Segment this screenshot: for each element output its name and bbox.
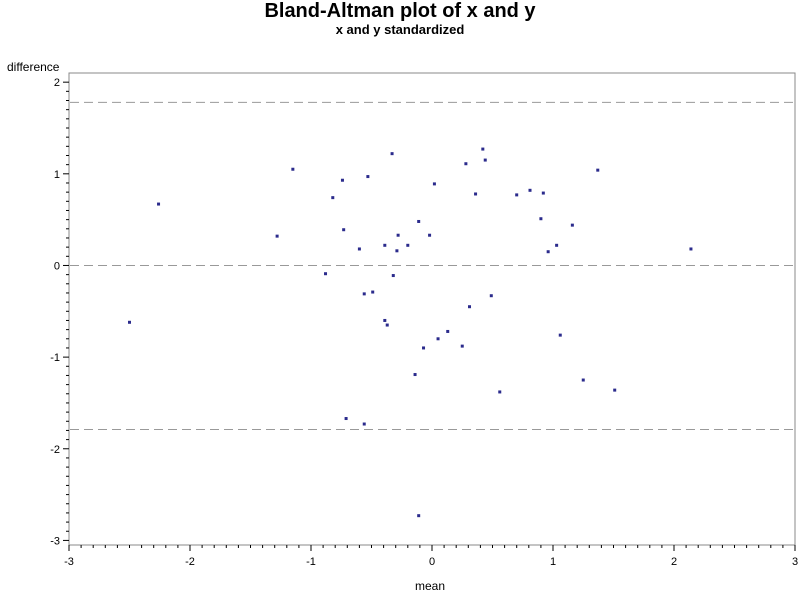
- reference-lines: [70, 101, 794, 431]
- data-point: [385, 323, 389, 327]
- x-tick-label: -3: [64, 556, 74, 568]
- data-point: [417, 219, 421, 223]
- data-point: [558, 333, 562, 337]
- plot-frame: [68, 72, 796, 546]
- data-point: [391, 274, 395, 278]
- data-point: [613, 388, 617, 392]
- data-point: [581, 378, 585, 382]
- x-axis-label: mean: [414, 579, 446, 593]
- data-point: [331, 196, 335, 200]
- data-point: [689, 247, 693, 251]
- data-point: [413, 373, 417, 377]
- data-point: [324, 272, 328, 276]
- data-point: [395, 249, 399, 253]
- data-point: [390, 152, 394, 156]
- data-point: [468, 305, 472, 309]
- data-point: [570, 223, 574, 227]
- data-point: [596, 168, 600, 172]
- data-point: [428, 233, 432, 237]
- x-tick-label: 1: [550, 556, 556, 568]
- data-point: [383, 243, 387, 247]
- data-point: [417, 514, 421, 518]
- data-point: [528, 188, 532, 192]
- y-tick-label: 2: [54, 77, 60, 89]
- data-point: [436, 337, 440, 341]
- data-point: [446, 329, 450, 333]
- data-point: [432, 182, 436, 186]
- x-axis: -3 -2 -1 0 1 2 3: [64, 545, 798, 568]
- data-point: [539, 217, 543, 221]
- data-point: [422, 346, 426, 350]
- data-point: [546, 250, 550, 254]
- data-point: [396, 233, 400, 237]
- data-point: [498, 390, 502, 394]
- data-point: [291, 167, 295, 171]
- x-tick-label: 3: [792, 556, 798, 568]
- data-point: [541, 191, 545, 195]
- chart-title: Bland-Altman plot of x and y: [264, 0, 536, 22]
- data-point: [474, 192, 478, 196]
- data-point: [489, 294, 493, 298]
- data-point: [344, 417, 348, 421]
- data-point: [383, 318, 387, 322]
- data-point: [128, 320, 131, 324]
- x-tick-label: -1: [306, 556, 316, 568]
- y-tick-label: 1: [54, 169, 60, 181]
- y-tick-label: -3: [50, 535, 60, 547]
- x-tick-label: -2: [185, 556, 195, 568]
- data-point: [342, 228, 346, 232]
- data-point: [357, 247, 361, 251]
- data-point: [515, 193, 519, 197]
- data-points: [128, 147, 693, 518]
- data-point: [275, 234, 279, 238]
- data-point: [157, 202, 161, 206]
- data-point: [371, 290, 375, 294]
- data-point: [464, 162, 468, 166]
- data-point: [555, 243, 559, 247]
- data-point: [362, 422, 366, 426]
- data-point: [483, 158, 487, 162]
- chart-subtitle: x and y standardized: [335, 22, 465, 37]
- y-tick-label: -1: [50, 352, 60, 364]
- data-point: [340, 178, 344, 182]
- y-tick-label: -2: [50, 444, 60, 456]
- data-point: [406, 243, 410, 247]
- y-axis: -3 -2 -1 0 1 2: [50, 77, 69, 547]
- data-point: [460, 344, 464, 348]
- data-point: [481, 147, 485, 151]
- x-tick-label: 0: [429, 556, 435, 568]
- y-tick-label: 0: [54, 260, 60, 272]
- y-axis-label: difference: [7, 60, 60, 74]
- x-tick-label: 2: [671, 556, 677, 568]
- data-point: [366, 175, 370, 179]
- data-point: [362, 292, 366, 296]
